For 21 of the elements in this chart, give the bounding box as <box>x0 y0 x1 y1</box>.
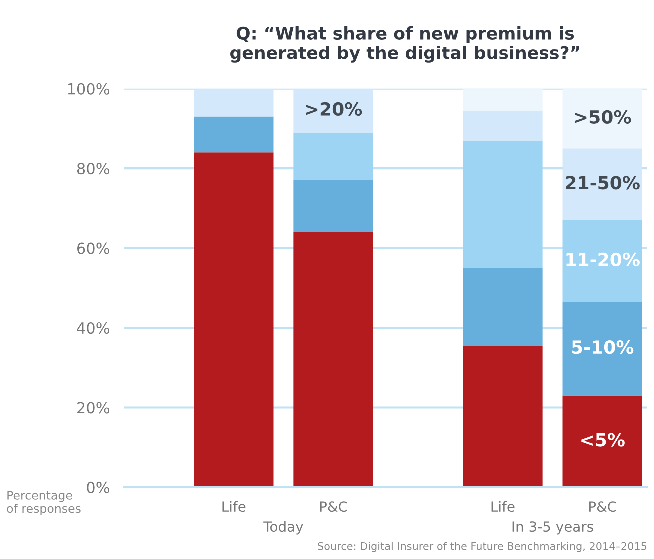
y-tick-label: 80% <box>77 163 110 175</box>
y-tick-label: 20% <box>78 402 110 414</box>
y-tick-label: 40% <box>77 322 110 334</box>
series-label: 5-10% <box>572 340 634 354</box>
y-tick-label: 100% <box>68 83 110 95</box>
y-tick-label: 60% <box>77 242 110 254</box>
series-label: >50% <box>575 110 632 124</box>
x-tick-label: Life <box>222 501 246 512</box>
y-tick-label: 0% <box>87 482 110 494</box>
series-label: <5% <box>582 433 625 447</box>
x-tick-label: P&C <box>590 502 616 512</box>
series-label: >20% <box>306 102 362 116</box>
chart-title: Q: “What share of new premium is generated by the digital business?” <box>230 26 580 63</box>
series-label: 11-20% <box>566 252 640 266</box>
text: In 3-5 years <box>512 522 594 535</box>
series-label: 21-50% <box>566 176 640 190</box>
x-tick-label: Life <box>492 501 515 512</box>
text: Percentage of responses <box>7 491 81 516</box>
x-tick-label: P&C <box>320 502 348 512</box>
text: Today <box>264 521 304 535</box>
source-note: Source: Digital Insurer of the Future Benchmarking, 2014–2015 <box>318 542 647 552</box>
